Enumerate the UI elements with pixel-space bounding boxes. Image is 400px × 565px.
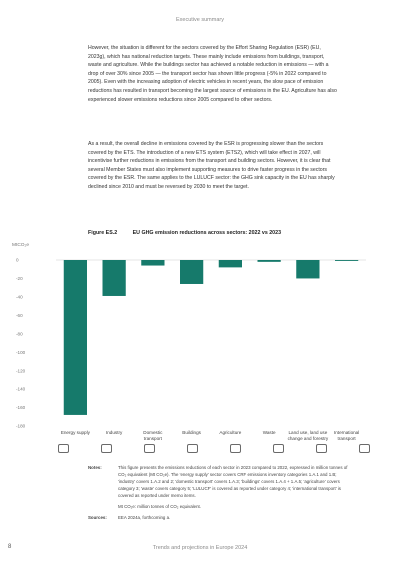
bar-energy-supply [63,260,87,415]
notes-text: This figure presents the emissions reduc… [118,465,348,498]
land-use-icon [316,444,327,453]
y-tick-label: -80 [16,331,23,336]
figure-title: EU GHG emission reductions across sector… [132,230,282,236]
energy-supply-icon [58,444,69,453]
buildings-icon [187,444,198,453]
waste-icon [273,444,284,453]
sources-label: Sources: [88,515,107,520]
category-label: Land use, land use [288,430,327,435]
y-tick-label: -140 [16,387,26,392]
paragraph-2: As a result, the overall decline in emis… [88,141,335,190]
y-tick-label: -160 [16,405,26,410]
y-tick-label: -180 [16,424,26,429]
figure-notes: Notes: This figure presents the emission… [88,464,348,525]
y-axis-unit-label: MtCO₂e [12,243,30,248]
figure-number: Figure ES.2 [88,230,118,236]
notes-label: Notes: [88,465,102,470]
paragraph-1: However, the situation is different for … [88,45,337,103]
category-label: transport [144,436,163,441]
category-label: transport [338,436,357,441]
category-label: Buildings [182,430,201,435]
international-transport-icon [359,444,370,453]
y-tick-label: -120 [16,368,26,373]
page-number: 8 [8,544,12,550]
category-label: Domestic [143,430,163,435]
emissions-bar-chart: 0 -20 -40 -60 -80 -100 -120 -140 -160 -180 Energy … [16,258,366,441]
y-tick-label: -40 [16,294,23,299]
bar-buildings [180,260,204,284]
category-icons-row [58,444,370,456]
y-tick-label: -60 [16,313,23,318]
notes-subtext: Mt CO₂e: million tonnes of CO₂ equivalen… [118,504,201,509]
category-label: Industry [106,430,123,435]
running-header: Executive summary [176,17,224,23]
category-label: International [334,430,359,435]
category-label: Energy supply [61,430,91,435]
bar-domestic-transport [141,260,165,266]
category-label: Agriculture [219,430,241,435]
agriculture-icon [230,444,241,453]
bar-waste [257,260,281,262]
y-tick-label: -100 [16,350,26,355]
bar-agriculture [218,260,242,268]
y-tick-label: -20 [16,276,23,281]
domestic-transport-icon [144,444,155,453]
bar-industry [102,260,126,296]
bar-international-transport [335,260,359,261]
category-label: Waste [263,430,276,435]
industry-icon [101,444,112,453]
category-label: change and forestry [288,436,329,441]
y-tick-label: 0 [16,258,19,263]
bar-land-use-land-use-change-and-forestry [296,260,320,279]
footer-title: Trends and projections in Europe 2024 [152,545,248,551]
figure-caption: Figure ES.2 EU GHG emission reductions a… [88,230,388,236]
sources-text: EEA 2024a, forthcoming a. [118,515,171,520]
